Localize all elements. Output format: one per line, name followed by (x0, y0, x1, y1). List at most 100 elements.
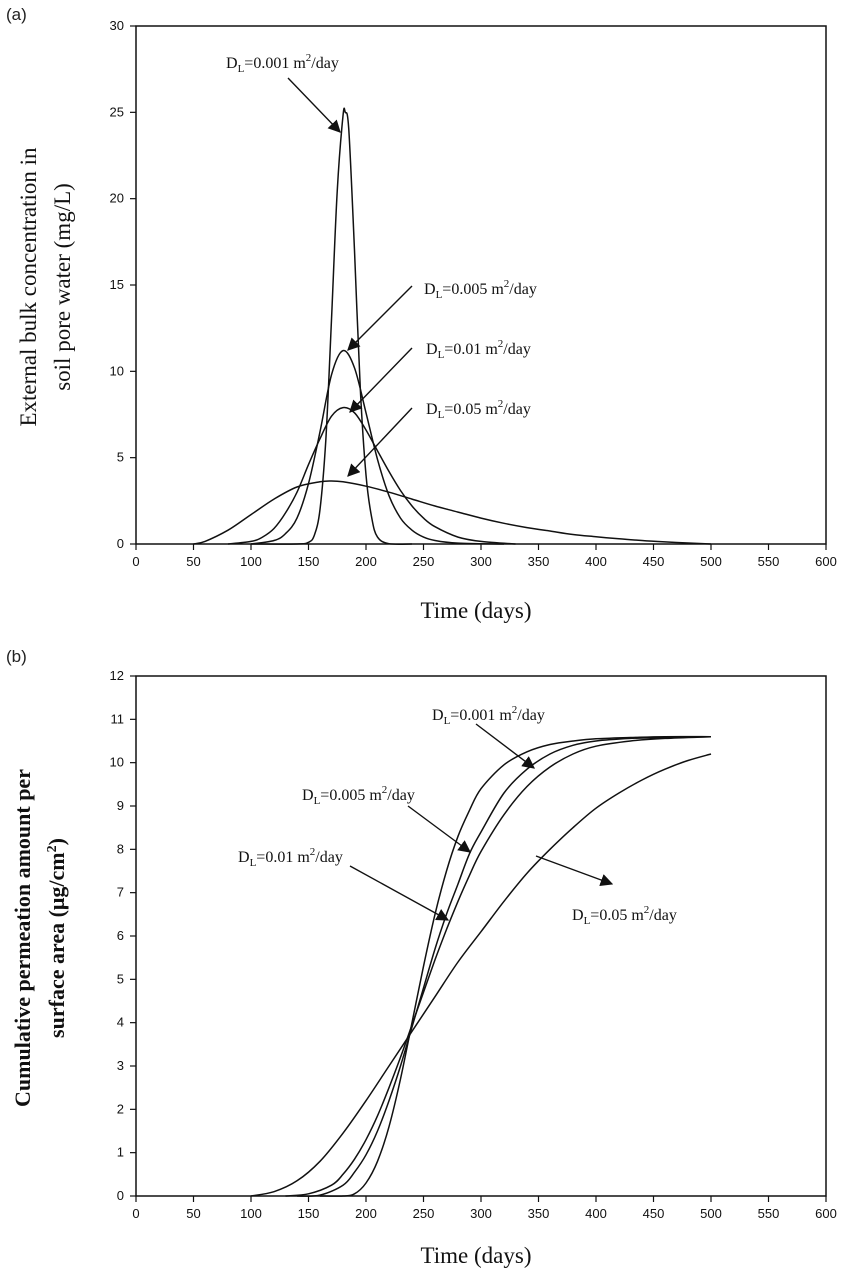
y-tick-label: 20 (110, 191, 124, 206)
panel-b-x-axis-title: Time (days) (421, 1243, 532, 1268)
annotation-a-dl-0.005-sub: L (436, 289, 443, 301)
y-tick-label: 2 (117, 1101, 124, 1116)
panel-b-y-axis-title: Cumulative permeation amount per surface… (10, 769, 69, 1107)
x-tick-label: 150 (298, 1206, 320, 1221)
annotation-b-dl-0.005-prefix: D (302, 787, 314, 804)
annotation-b-dl-0.01-unit: /day (315, 849, 343, 866)
annotation-a-dl-0.001-sup: 2 (306, 52, 312, 64)
panel-b-label: (b) (6, 647, 27, 666)
panel-b-y-title-line2-sup: 2 (45, 845, 60, 852)
x-tick-label: 300 (470, 1206, 492, 1221)
y-tick-label: 25 (110, 104, 124, 119)
panel-b-arrows (349, 723, 614, 921)
panel-a-y-title-line2: soil pore water (mg/L) (50, 183, 75, 391)
x-tick-label: 100 (240, 554, 262, 569)
panel-b-series-line-3 (250, 753, 712, 1197)
x-tick-label: 0 (132, 554, 139, 569)
annotation-a-dl-0.005-unit: /day (509, 281, 537, 298)
x-tick-label: 100 (240, 1206, 262, 1221)
y-tick-label: 9 (117, 798, 124, 813)
annotation-b-dl-0.05: DL=0.05 m2/day (572, 904, 677, 927)
panel-b-series-line-1 (296, 735, 712, 1197)
panel-a-series-line-1 (250, 349, 505, 545)
y-tick-label: 8 (117, 841, 124, 856)
y-tick-label: 15 (110, 277, 124, 292)
annotation-b-dl-0.01-sub: L (250, 857, 257, 869)
annotation-a-dl-0.01-value: =0.01 m (444, 341, 498, 358)
x-tick-label: 200 (355, 554, 377, 569)
x-tick-label: 450 (643, 554, 665, 569)
x-tick-label: 600 (815, 554, 837, 569)
panel-b-annotation-arrow-0 (475, 723, 536, 769)
panel-b-series-line-2 (285, 735, 712, 1197)
y-tick-label: 6 (117, 928, 124, 943)
panel-a-annotations: DL=0.001 m2/day DL=0.005 m2/day DL=0.01 … (226, 52, 537, 421)
annotation-a-dl-0.05-sup: 2 (498, 398, 504, 410)
annotation-b-dl-0.001-sub: L (444, 715, 451, 727)
x-tick-label: 50 (186, 1206, 200, 1221)
y-tick-label: 7 (117, 885, 124, 900)
y-tick-label: 5 (117, 971, 124, 986)
panel-a-curves (193, 107, 712, 546)
annotation-a-dl-0.001-value: =0.001 m (244, 55, 306, 72)
y-tick-label: 11 (111, 711, 125, 726)
panel-a: (a) 0 50 100 150 200 250 300 350 400 450 500 550 600… (6, 5, 837, 623)
annotation-a-dl-0.005-value: =0.005 m (442, 281, 504, 298)
panel-b-annotation-arrow-1 (407, 805, 472, 853)
annotation-b-dl-0.01-value: =0.01 m (256, 849, 310, 866)
annotation-b-dl-0.05-sub: L (584, 915, 591, 927)
y-tick-label: 0 (117, 1188, 124, 1203)
x-tick-label: 500 (700, 1206, 722, 1221)
annotation-b-dl-0.001-sup: 2 (512, 704, 518, 716)
x-tick-label: 300 (470, 554, 492, 569)
annotation-a-dl-0.001-unit: /day (311, 55, 339, 72)
panel-a-annotation-arrow-1 (347, 285, 413, 351)
annotation-b-dl-0.01-sup: 2 (310, 846, 316, 858)
y-tick-label: 0 (117, 536, 124, 551)
annotation-a-dl-0.001: DL=0.001 m2/day (226, 52, 339, 75)
annotation-b-dl-0.05-value: =0.05 m (590, 907, 644, 924)
annotation-a-dl-0.01-prefix: D (426, 341, 438, 358)
annotation-b-dl-0.001-prefix: D (432, 707, 444, 724)
panel-a-ticks: 0 50 100 150 200 250 300 350 400 450 500 550 600 0 5 10… (110, 18, 837, 569)
panel-a-annotation-arrow-2 (349, 347, 413, 413)
panel-b-annotation-arrow-3 (535, 855, 614, 886)
panel-a-y-axis-title: External bulk concentration in soil pore… (16, 147, 75, 427)
annotation-a-dl-0.05-sub: L (438, 409, 445, 421)
x-tick-label: 350 (528, 1206, 550, 1221)
annotation-b-dl-0.01: DL=0.01 m2/day (238, 846, 343, 869)
panel-b-y-title-line2-close: ) (44, 838, 69, 845)
annotation-b-dl-0.05-prefix: D (572, 907, 584, 924)
y-tick-label: 12 (110, 668, 124, 683)
panel-b-y-title-line1: Cumulative permeation amount per (10, 769, 35, 1107)
y-tick-label: 1 (117, 1145, 124, 1160)
y-tick-label: 4 (117, 1015, 124, 1030)
annotation-b-dl-0.001-value: =0.001 m (450, 707, 512, 724)
panel-b-plot-frame (135, 675, 827, 1197)
x-tick-label: 500 (700, 554, 722, 569)
panel-b-y-title-line2-main: surface area (μg/cm (44, 852, 69, 1038)
x-tick-label: 150 (298, 554, 320, 569)
annotation-a-dl-0.001-sub: L (238, 63, 245, 75)
annotation-a-dl-0.05-prefix: D (426, 401, 438, 418)
x-tick-label: 250 (413, 1206, 435, 1221)
panel-a-annotation-arrow-0 (287, 77, 341, 133)
panel-b: (b) 0 50 100 150 200 250 300 350 400 450 500 550 600… (6, 647, 837, 1268)
annotation-a-dl-0.005-prefix: D (424, 281, 436, 298)
x-tick-label: 400 (585, 1206, 607, 1221)
panel-a-y-title-line1: External bulk concentration in (16, 147, 41, 427)
annotation-b-dl-0.001-unit: /day (517, 707, 545, 724)
annotation-a-dl-0.005-sup: 2 (504, 278, 510, 290)
x-tick-label: 550 (758, 554, 780, 569)
panel-a-series-line-3 (193, 480, 712, 545)
x-tick-label: 550 (758, 1206, 780, 1221)
annotation-b-dl-0.005-unit: /day (387, 787, 415, 804)
annotation-a-dl-0.01-sub: L (438, 349, 445, 361)
y-tick-label: 30 (110, 18, 124, 33)
annotation-a-dl-0.05: DL=0.05 m2/day (426, 398, 531, 421)
annotation-b-dl-0.005-sup: 2 (382, 784, 388, 796)
x-tick-label: 350 (528, 554, 550, 569)
x-tick-label: 0 (132, 1206, 139, 1221)
y-tick-label: 5 (117, 450, 124, 465)
annotation-b-dl-0.01-prefix: D (238, 849, 250, 866)
